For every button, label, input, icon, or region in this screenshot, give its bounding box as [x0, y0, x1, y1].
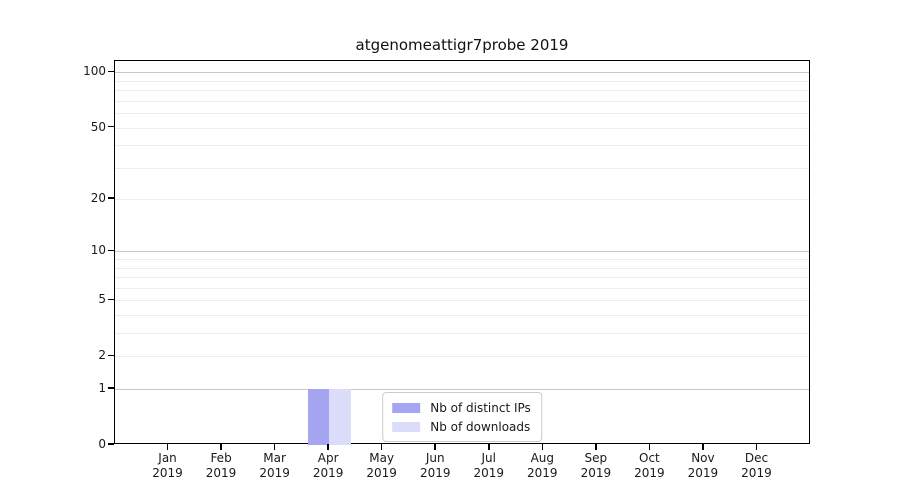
y-gridline-minor — [115, 356, 809, 358]
x-tick-mark — [755, 444, 758, 450]
y-gridline-major — [115, 389, 809, 391]
y-gridline-minor — [115, 267, 809, 269]
legend-label-distinct-ips: Nb of distinct IPs — [430, 400, 531, 415]
y-tick-label: 10 — [90, 243, 106, 258]
y-gridline-minor — [115, 287, 809, 289]
x-tick-mark — [273, 444, 276, 450]
x-tick-mark — [166, 444, 169, 450]
y-gridline-minor — [115, 259, 809, 261]
x-tick-mark — [541, 444, 544, 450]
y-tick-label: 0 — [98, 437, 106, 451]
x-tick-mark — [380, 444, 383, 450]
y-tick-mark — [108, 125, 114, 128]
plot-area — [114, 60, 810, 445]
bar-downloads — [329, 389, 351, 445]
x-tick-mark — [488, 444, 490, 450]
x-tick-label: Sep 2019 — [580, 451, 612, 480]
x-tick-label: Apr 2019 — [312, 451, 344, 480]
y-tick-mark — [108, 70, 114, 73]
legend-swatch-downloads — [392, 421, 421, 432]
x-tick-label: Dec 2019 — [741, 451, 772, 480]
legend-swatch-distinct-ips — [392, 402, 421, 413]
y-tick-label: 100 — [83, 64, 106, 79]
y-gridline-minor — [115, 300, 809, 302]
y-tick-mark — [108, 443, 114, 445]
x-tick-label: Jun 2019 — [419, 451, 451, 480]
y-tick-label: 1 — [98, 381, 106, 396]
y-tick-label: 50 — [90, 119, 106, 134]
bar-distinct-ips — [307, 389, 330, 445]
y-gridline-minor — [115, 167, 809, 169]
x-tick-label: Feb 2019 — [205, 451, 237, 480]
legend-label-downloads: Nb of downloads — [430, 419, 531, 434]
x-tick-label: Jan 2019 — [152, 451, 183, 480]
y-tick-mark — [108, 354, 114, 357]
x-tick-mark — [327, 444, 329, 450]
y-gridline-major — [115, 72, 809, 74]
y-gridline-minor — [115, 315, 809, 317]
x-tick-label: Oct 2019 — [634, 451, 665, 480]
y-gridline-minor — [115, 277, 809, 279]
y-tick-mark — [108, 387, 114, 389]
y-gridline-minor — [115, 100, 809, 102]
x-tick-mark — [648, 444, 651, 450]
chart-title: atgenomeattigr7probe 2019 — [355, 36, 569, 54]
x-tick-mark — [434, 444, 436, 450]
legend: Nb of distinct IPs Nb of downloads — [382, 392, 542, 442]
x-tick-label: May 2019 — [366, 451, 397, 480]
legend-entry-downloads: Nb of downloads — [392, 419, 531, 434]
y-gridline-minor — [115, 113, 809, 115]
y-tick-mark — [108, 197, 114, 199]
y-gridline-minor — [115, 90, 809, 92]
x-tick-label: Aug 2019 — [527, 451, 558, 480]
x-tick-label: Nov 2019 — [687, 451, 719, 480]
y-gridline-minor — [115, 127, 809, 129]
y-gridline-minor — [115, 80, 809, 82]
y-tick-label: 5 — [98, 292, 106, 307]
legend-entry-distinct-ips: Nb of distinct IPs — [392, 400, 531, 415]
y-tick-label: 2 — [98, 348, 106, 363]
y-gridline-minor — [115, 145, 809, 147]
x-tick-mark — [595, 444, 597, 450]
y-gridline-minor — [115, 199, 809, 201]
x-tick-label: Jul 2019 — [473, 451, 505, 480]
x-tick-mark — [220, 444, 222, 450]
y-tick-mark — [108, 298, 114, 301]
y-tick-label: 20 — [90, 191, 106, 206]
x-tick-mark — [702, 444, 704, 450]
y-tick-mark — [108, 249, 114, 252]
y-gridline-minor — [115, 333, 809, 335]
x-tick-label: Mar 2019 — [259, 451, 290, 480]
y-gridline-major — [115, 251, 809, 253]
